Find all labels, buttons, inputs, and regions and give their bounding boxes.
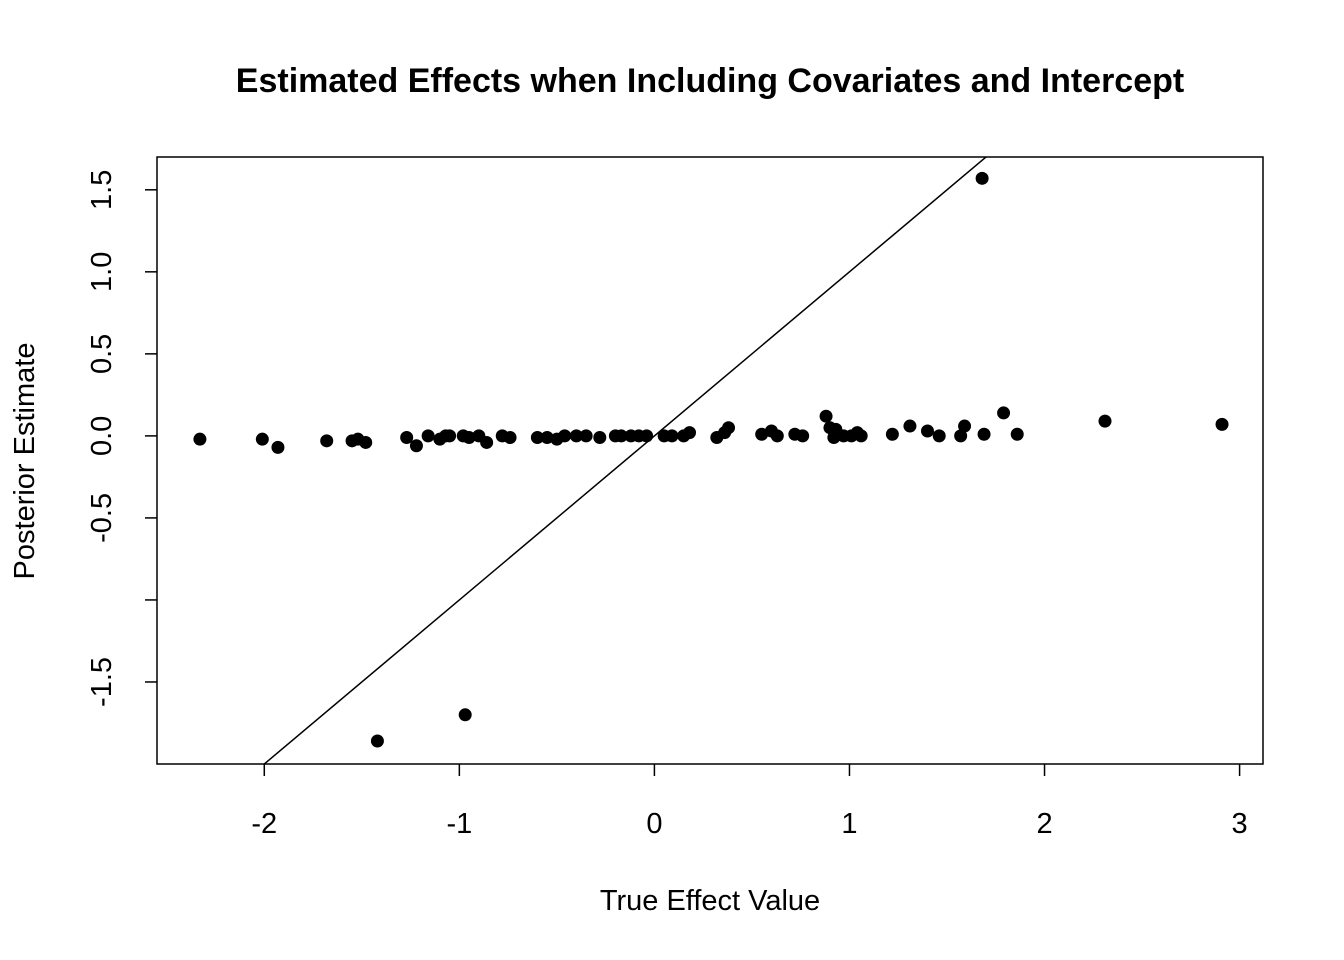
data-point: [997, 406, 1011, 420]
x-tick-label: 0: [646, 808, 662, 840]
data-point: [885, 427, 899, 441]
data-point: [421, 429, 435, 443]
data-point: [920, 424, 934, 438]
x-tick-label: 2: [1036, 808, 1052, 840]
x-tick-label: 3: [1232, 808, 1248, 840]
data-point: [819, 409, 833, 423]
data-point: [903, 419, 917, 433]
data-point: [271, 440, 285, 454]
data-point: [503, 431, 517, 445]
reference-line: [263, 157, 988, 764]
data-point: [320, 434, 334, 448]
data-point: [770, 429, 784, 443]
data-point: [569, 429, 583, 443]
data-point: [683, 426, 697, 440]
x-tick-label: -1: [446, 808, 472, 840]
data-point: [975, 171, 989, 185]
y-axis: -1.5 -0.5 0.0 0.5 1.0 1.5: [86, 170, 157, 707]
y-tick-label: 1.0: [86, 252, 118, 292]
data-point: [954, 429, 968, 443]
y-tick-label: -1.5: [86, 657, 118, 707]
points-layer: [193, 171, 1229, 748]
chart-title: Estimated Effects when Including Covaria…: [236, 62, 1184, 100]
y-tick-label: -0.5: [86, 493, 118, 543]
data-point: [593, 431, 607, 445]
y-tick-label: 0.0: [86, 416, 118, 456]
data-point: [640, 429, 654, 443]
data-point: [1010, 427, 1024, 441]
data-point: [1215, 417, 1229, 431]
data-point: [370, 734, 384, 748]
x-tick-label: -2: [251, 808, 277, 840]
data-point: [558, 429, 572, 443]
data-point: [854, 429, 868, 443]
data-point: [359, 435, 373, 449]
x-axis: -2 -1 0 1 2 3: [251, 764, 1248, 840]
data-point: [400, 431, 414, 445]
data-point: [579, 429, 593, 443]
data-point: [255, 432, 269, 446]
data-point: [796, 429, 810, 443]
reference-line-layer: [263, 157, 988, 764]
data-point: [443, 429, 457, 443]
y-tick-label: 1.5: [86, 170, 118, 210]
data-point: [977, 427, 991, 441]
data-point: [614, 429, 628, 443]
data-point: [480, 435, 494, 449]
data-point: [722, 421, 736, 435]
plot-frame: [156, 156, 1264, 765]
data-point: [932, 429, 946, 443]
x-axis-label: True Effect Value: [600, 885, 820, 917]
data-point: [530, 431, 544, 445]
data-point: [755, 427, 769, 441]
data-point: [958, 419, 972, 433]
data-point: [462, 431, 476, 445]
y-tick-label: 0.5: [86, 334, 118, 374]
data-point: [458, 708, 472, 722]
data-point: [409, 439, 423, 453]
data-point: [540, 431, 554, 445]
data-point: [1098, 414, 1112, 428]
data-point: [193, 432, 207, 446]
x-tick-label: 1: [841, 808, 857, 840]
y-axis-label: Posterior Estimate: [9, 343, 41, 580]
data-point: [665, 429, 679, 443]
